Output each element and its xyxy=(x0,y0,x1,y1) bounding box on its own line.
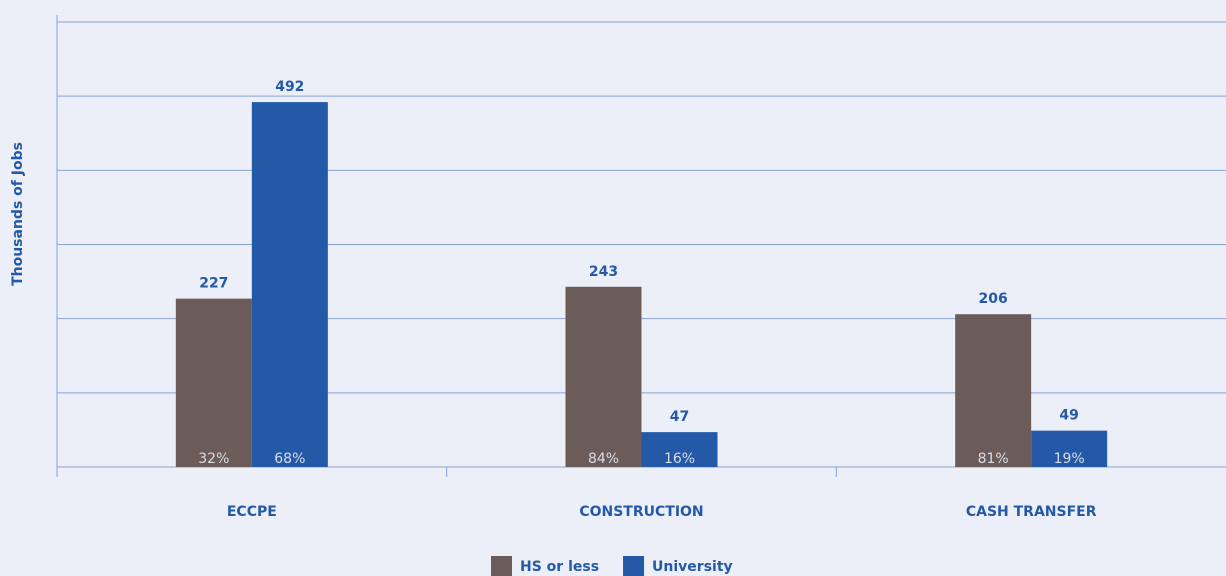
value-label: 243 xyxy=(589,264,618,280)
share-label: 16% xyxy=(664,451,695,467)
legend-swatch xyxy=(491,556,512,576)
x-tick-label: CONSTRUCTION xyxy=(579,504,703,520)
bar xyxy=(175,298,252,467)
bar xyxy=(1031,430,1108,467)
y-axis-label: Thousands of Jobs xyxy=(10,142,26,286)
legend-label: University xyxy=(652,559,733,575)
x-tick-label: ECCPE xyxy=(227,504,277,520)
value-label: 492 xyxy=(275,79,304,95)
legend-label: HS or less xyxy=(520,559,599,575)
share-label: 84% xyxy=(588,451,619,467)
bar xyxy=(251,102,328,467)
bar xyxy=(565,286,642,467)
share-label: 81% xyxy=(978,451,1009,467)
legend-swatch xyxy=(623,556,645,576)
share-label: 19% xyxy=(1054,451,1085,467)
value-label: 47 xyxy=(670,409,689,425)
x-tick-label: CASH TRANSFER xyxy=(966,504,1097,520)
value-label: 227 xyxy=(199,276,228,292)
share-label: 32% xyxy=(198,451,229,467)
share-label: 68% xyxy=(274,451,305,467)
bar xyxy=(641,432,718,467)
value-label: 206 xyxy=(979,291,1008,307)
value-label: 49 xyxy=(1059,408,1078,424)
bar xyxy=(955,314,1032,467)
